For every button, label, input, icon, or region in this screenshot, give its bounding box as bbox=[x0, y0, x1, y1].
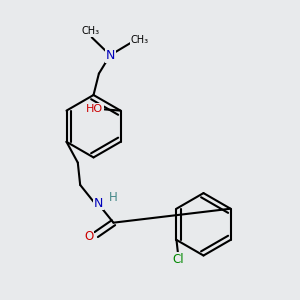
Text: CH₃: CH₃ bbox=[81, 26, 99, 36]
Text: N: N bbox=[106, 49, 115, 62]
Text: CH₃: CH₃ bbox=[130, 35, 148, 45]
Text: HO: HO bbox=[86, 103, 103, 113]
Text: N: N bbox=[94, 196, 103, 210]
Text: Cl: Cl bbox=[173, 253, 184, 266]
Text: H: H bbox=[109, 191, 117, 204]
Text: O: O bbox=[84, 230, 93, 242]
